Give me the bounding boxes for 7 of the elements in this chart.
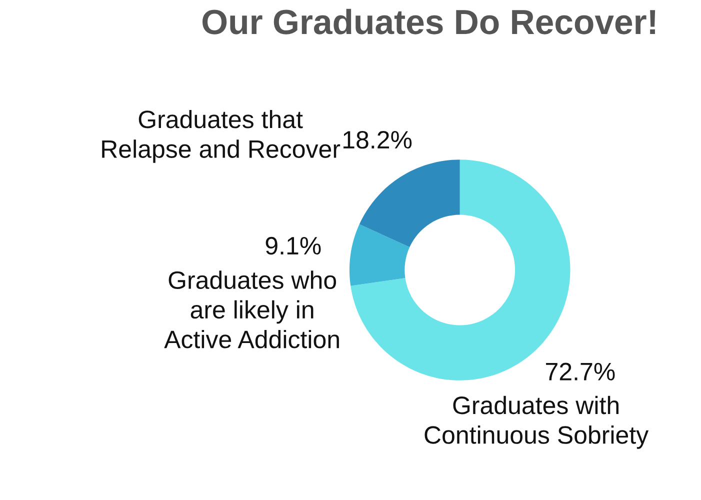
chart-title: Our Graduates Do Recover! (202, 8, 656, 34)
slice-label: Graduates that Relapse and Recover (102, 110, 340, 163)
data-label: 9.1% (266, 236, 321, 255)
data-label: 72.7% (546, 362, 615, 380)
data-label: 18.2% (344, 130, 412, 149)
slice-label: Graduates who are likely in Active Addiction (164, 270, 339, 348)
slice-label: Graduates with Continuous Sobriety (424, 396, 649, 449)
